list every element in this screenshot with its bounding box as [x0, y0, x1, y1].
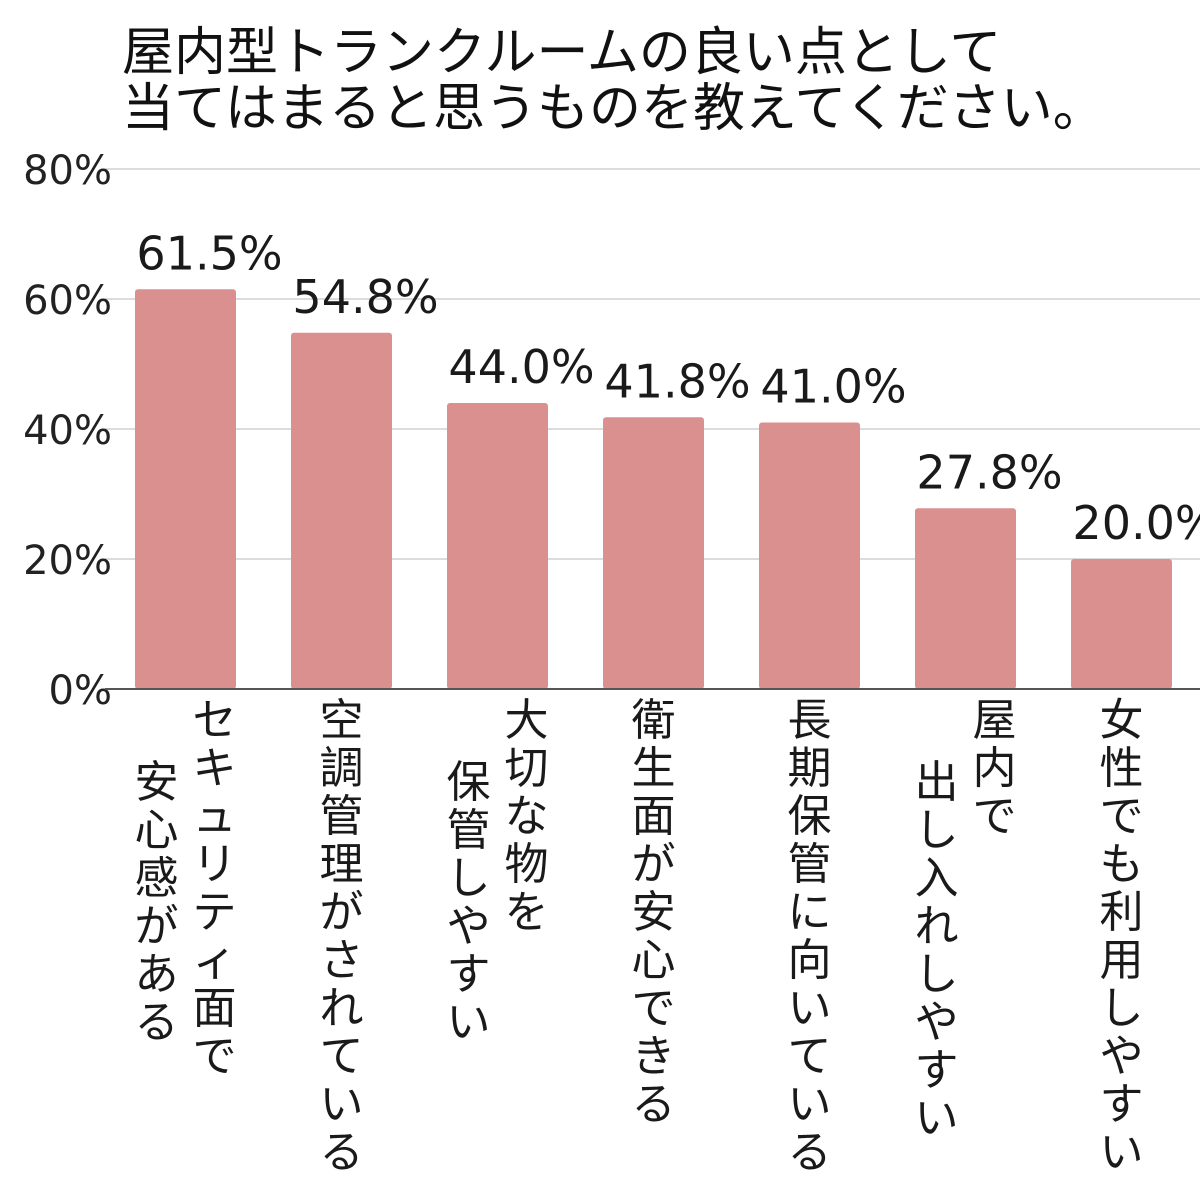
- category-label-line: 衛生面が安心できる: [632, 695, 676, 1130]
- data-label: 44.0%: [448, 340, 594, 394]
- category-label: 衛生面が安心できる: [632, 695, 676, 1130]
- category-label: 長期保管に向いている: [788, 695, 832, 1178]
- category-label-line: 出し入れしやすい: [915, 757, 959, 1144]
- bar: [915, 508, 1016, 689]
- y-axis-ticks: 0% 20% 40% 60% 80%: [23, 148, 112, 714]
- y-tick-label: 60%: [23, 278, 112, 324]
- category-label-line: 屋内で: [973, 695, 1017, 842]
- data-label: 41.0%: [760, 360, 906, 414]
- category-label-line: セキュリティ面で: [193, 695, 237, 1082]
- data-label: 20.0%: [1072, 496, 1200, 550]
- bars: [135, 289, 1172, 689]
- y-tick-label: 80%: [23, 148, 112, 194]
- data-labels: 61.5%54.8%44.0%41.8%41.0%27.8%20.0%: [136, 226, 1200, 550]
- bar: [1071, 559, 1172, 689]
- chart-title-line: 当てはまると思うものを教えてください。: [122, 79, 1105, 139]
- y-tick-label: 40%: [23, 408, 112, 454]
- bar: [447, 403, 548, 689]
- bar: [135, 289, 236, 689]
- data-label: 54.8%: [292, 270, 438, 324]
- chart-title: 屋内型トランクルームの良い点として 当てはまると思うものを教えてください。: [122, 23, 1105, 139]
- category-label-line: 長期保管に向いている: [788, 695, 832, 1178]
- data-label: 41.8%: [604, 354, 750, 408]
- category-label-line: 空調管理がされている: [320, 695, 364, 1178]
- y-tick-label: 0%: [49, 668, 112, 714]
- category-label-line: 保管しやすい: [447, 757, 491, 1048]
- chart-title-line: 屋内型トランクルームの良い点として: [122, 23, 1001, 83]
- category-label-line: 大切な物を: [505, 695, 549, 938]
- category-label-line: 安心感がある: [135, 757, 179, 1048]
- bar: [603, 417, 704, 689]
- bar: [759, 422, 860, 689]
- bar: [291, 332, 392, 689]
- data-label: 61.5%: [136, 226, 282, 280]
- data-label: 27.8%: [916, 445, 1062, 499]
- category-label: 女性でも利用しやすい: [1100, 695, 1144, 1178]
- y-tick-label: 20%: [23, 538, 112, 584]
- category-label-line: 女性でも利用しやすい: [1100, 695, 1144, 1178]
- category-label: 空調管理がされている: [320, 695, 364, 1178]
